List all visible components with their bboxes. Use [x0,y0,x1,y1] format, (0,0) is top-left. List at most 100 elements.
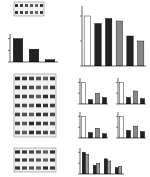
blot-band [36,166,41,169]
bar [86,155,89,175]
y-axis [10,34,11,62]
bar [104,159,107,174]
blot-band [29,158,34,161]
blot-band [36,122,41,126]
bar [81,116,85,138]
blot-band [50,131,55,135]
blot-band [22,166,27,169]
bar [119,116,123,138]
blot-band [22,77,27,81]
bar [81,82,85,104]
blot-band [40,11,43,14]
bars [81,116,106,138]
blot-band [43,158,48,161]
bar [95,93,99,104]
blot-band [29,104,34,108]
x-axis [82,66,146,67]
bar [137,41,143,66]
blot-band [22,95,27,99]
blot-band [25,4,28,7]
bar [127,36,133,66]
blot-band [43,113,48,117]
blot-band [15,166,20,169]
blot-band [15,4,18,7]
blot-band [36,131,41,135]
blot-band [36,86,41,90]
blot-band [25,11,28,14]
blot-band [29,166,34,169]
bar [95,24,101,67]
blot-band [29,122,34,126]
blot-band [30,11,33,14]
blot-frame [14,74,56,137]
bar [84,16,90,66]
bar [97,163,100,174]
bar [126,130,130,138]
blot-band [50,95,55,99]
bar [133,126,137,138]
blot-band [22,113,27,117]
bar [88,133,92,138]
bar [140,99,144,104]
x-axis [80,104,108,105]
blot-band [15,11,18,14]
x-axis [118,138,146,139]
bar [102,134,106,138]
bar [88,100,92,104]
blot-band [43,131,48,135]
blot-band [15,150,20,153]
blot-band [50,113,55,117]
blot-band [29,86,34,90]
blot-band [30,4,33,7]
x-axis [80,138,108,139]
bar [108,161,111,174]
bar [119,82,123,104]
blot-band [20,11,23,14]
blot-band [36,113,41,117]
chart [116,112,146,138]
y-axis [118,112,119,138]
bar [13,39,23,62]
blot-band [50,86,55,90]
bar [140,132,144,139]
y-axis [80,148,81,174]
x-axis [118,104,146,105]
blot-band [22,122,27,126]
y-axis [82,6,83,66]
blot-band [43,95,48,99]
bar [29,49,39,62]
chart [78,148,124,174]
chart [8,34,58,62]
blot-frame [14,148,56,172]
blot-band [36,77,41,81]
blot-band [50,150,55,153]
blot-band [43,122,48,126]
blot-band [22,131,27,135]
blot-band [35,11,38,14]
bar [116,21,122,66]
y-axis [80,112,81,138]
x-axis [80,174,124,175]
blot-band [36,150,41,153]
blot-band [50,104,55,108]
bars [82,152,122,174]
chart [116,78,146,104]
blot-band [29,77,34,81]
blot-band [15,131,20,135]
y-axis [80,78,81,104]
blot-band [43,166,48,169]
blot-band [43,77,48,81]
blot-band [43,104,48,108]
blot-band [50,77,55,81]
blot-band [36,104,41,108]
bar [93,165,96,174]
blot-band [40,4,43,7]
bar [82,152,85,174]
blot-band [15,122,20,126]
bar [115,168,118,175]
bar [119,166,122,174]
blot-band [15,113,20,117]
bar [126,98,130,105]
blot-band [22,150,27,153]
chart [78,78,108,104]
